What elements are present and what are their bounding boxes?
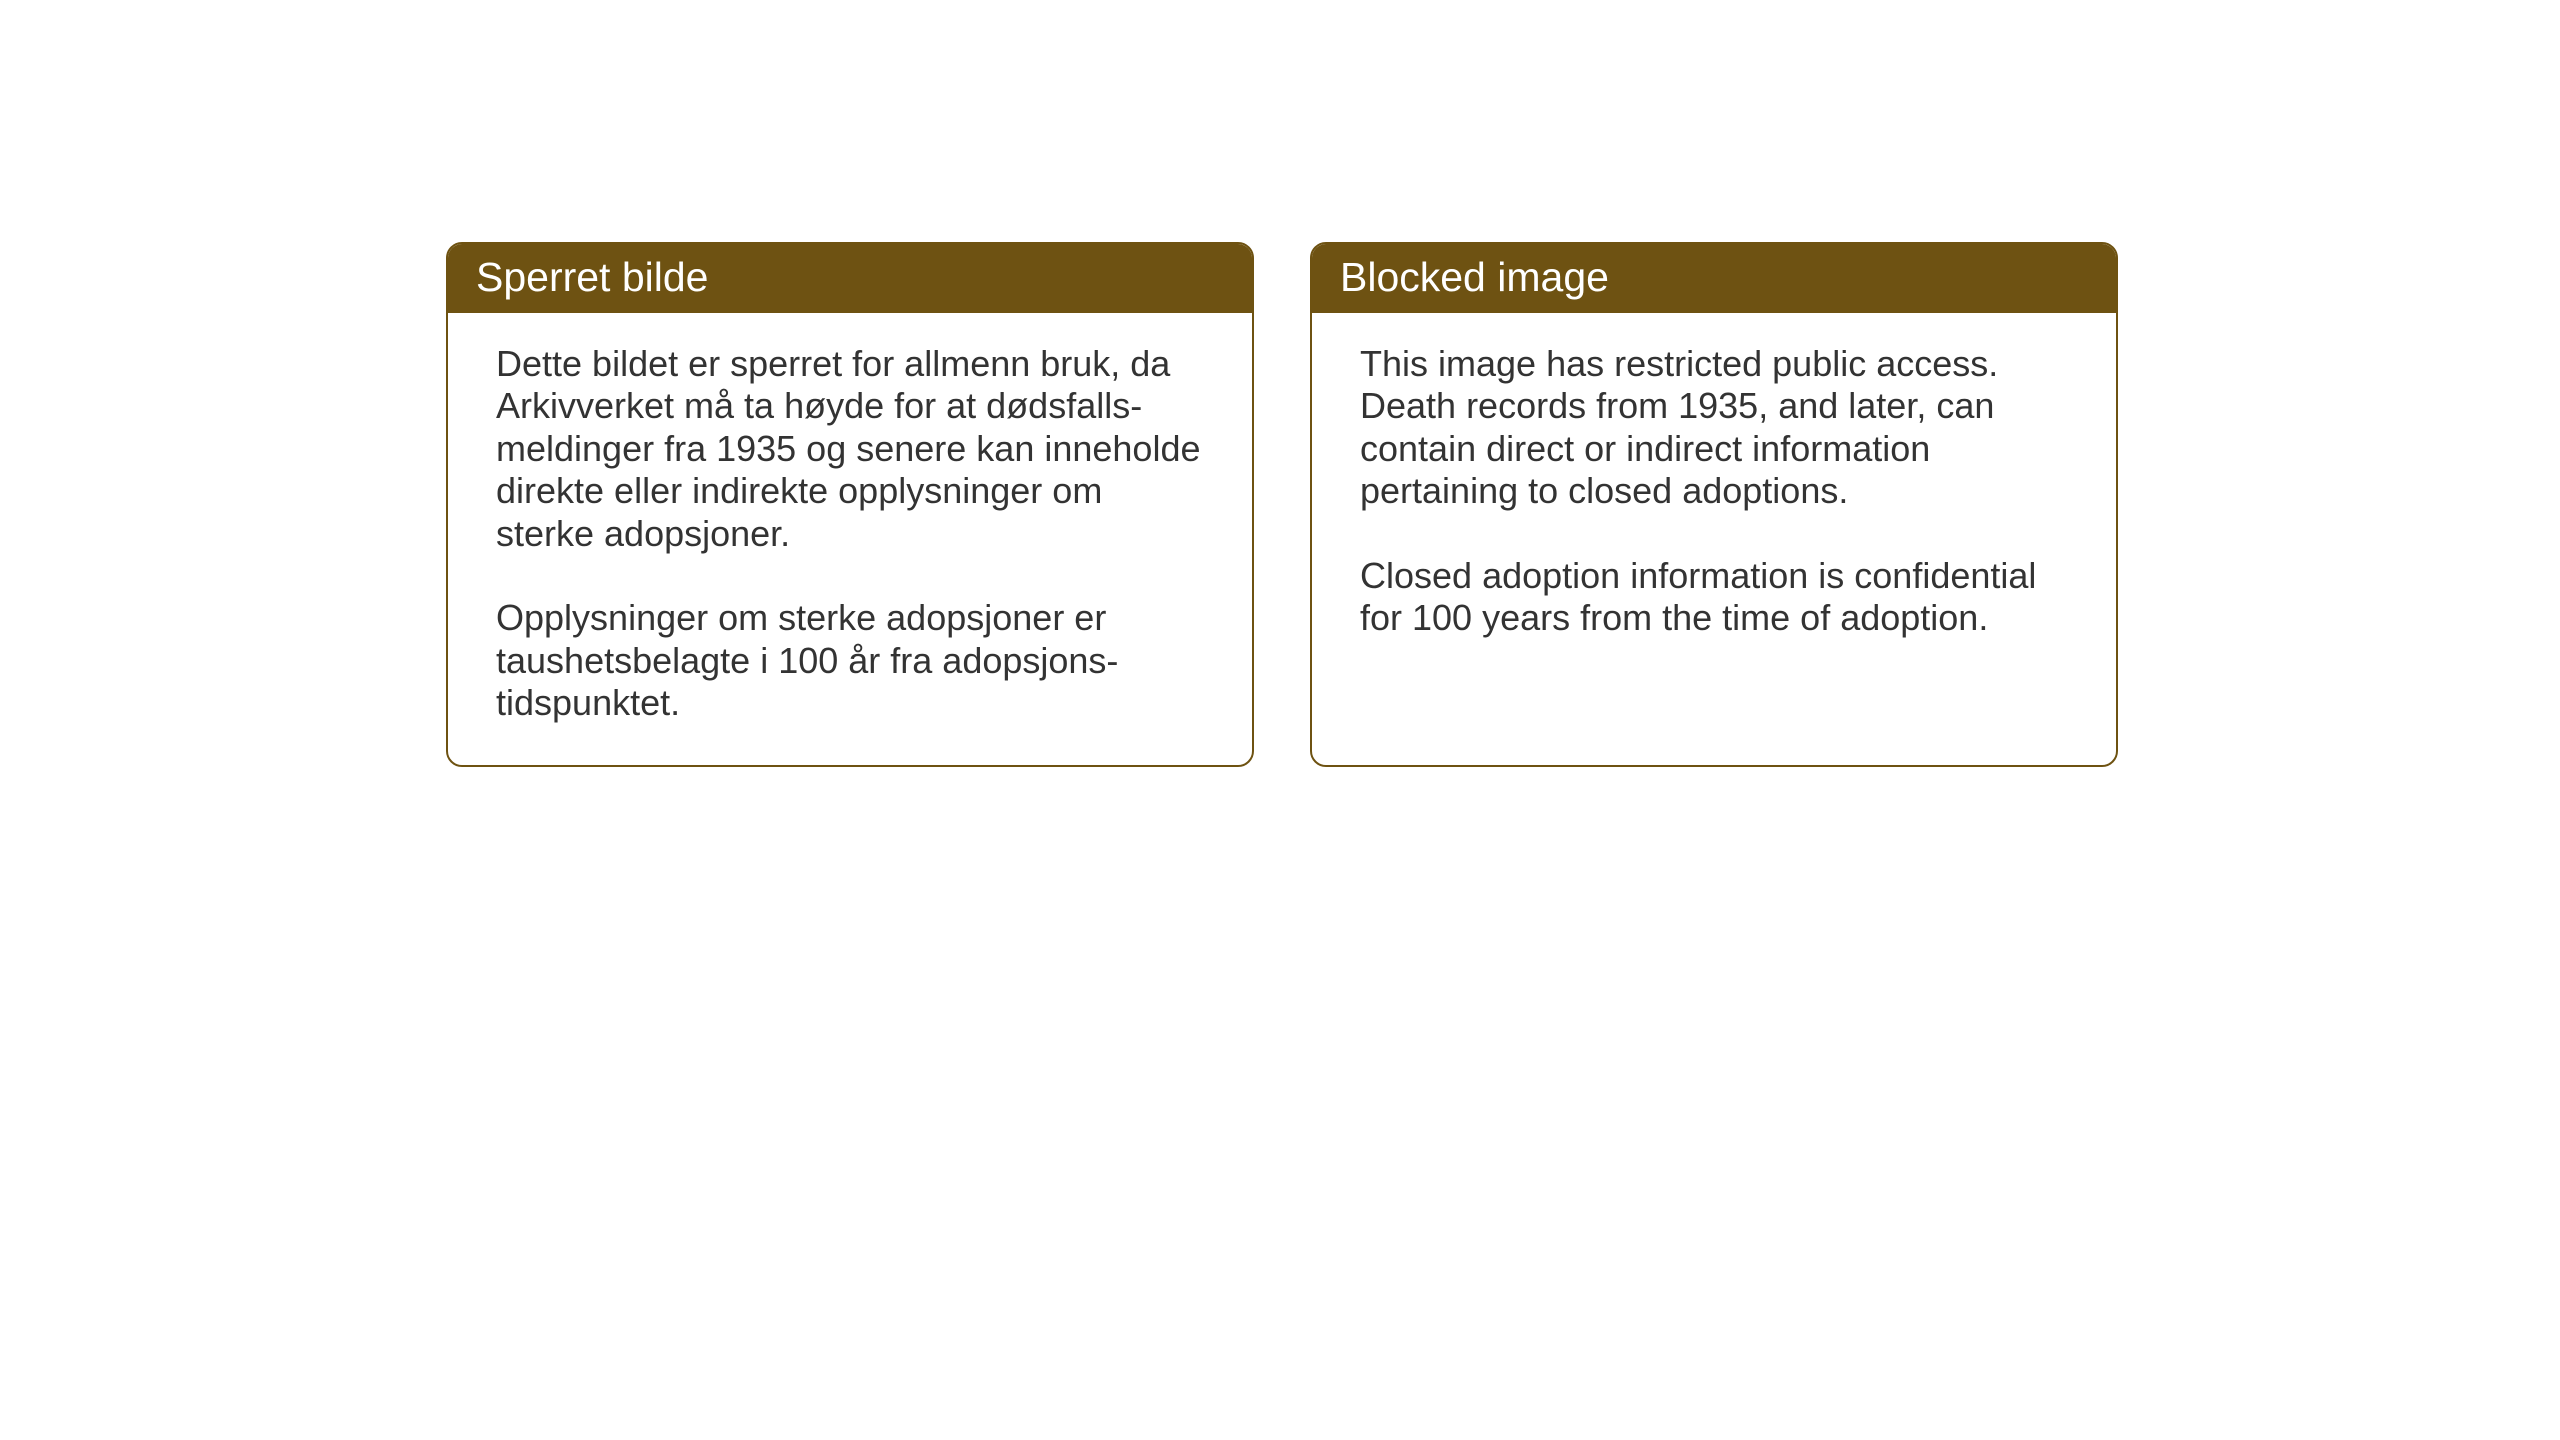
english-card-body: This image has restricted public access.… xyxy=(1312,313,2116,733)
english-card-title: Blocked image xyxy=(1312,244,2116,313)
norwegian-card-title: Sperret bilde xyxy=(448,244,1252,313)
norwegian-paragraph-2: Opplysninger om sterke adopsjoner er tau… xyxy=(496,597,1204,724)
english-card: Blocked image This image has restricted … xyxy=(1310,242,2118,767)
cards-container: Sperret bilde Dette bildet er sperret fo… xyxy=(446,242,2118,767)
norwegian-card-body: Dette bildet er sperret for allmenn bruk… xyxy=(448,313,1252,765)
norwegian-paragraph-1: Dette bildet er sperret for allmenn bruk… xyxy=(496,343,1204,555)
english-paragraph-2: Closed adoption information is confident… xyxy=(1360,555,2068,640)
norwegian-card: Sperret bilde Dette bildet er sperret fo… xyxy=(446,242,1254,767)
english-paragraph-1: This image has restricted public access.… xyxy=(1360,343,2068,513)
